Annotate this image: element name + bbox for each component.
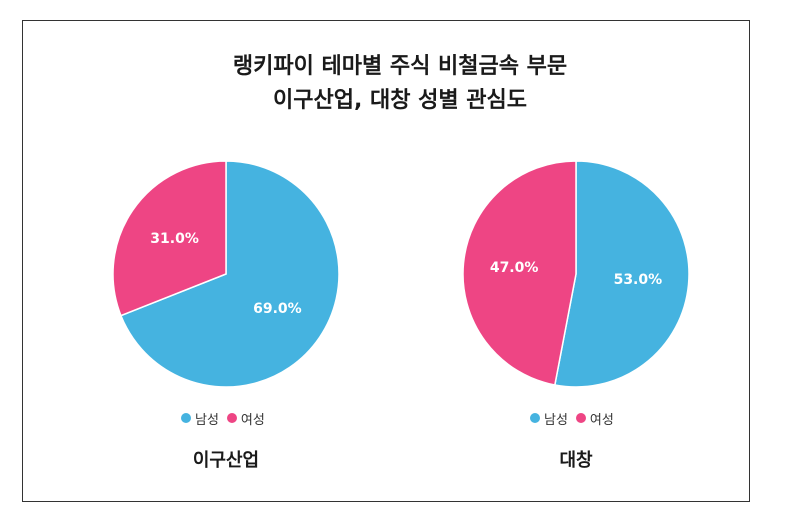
slice-male[interactable] — [553, 160, 690, 388]
legend-item-female[interactable]: 여성 — [226, 409, 265, 428]
legend-label-male: 남성 — [195, 412, 219, 428]
legend-daechang: 남성 여성 — [530, 408, 622, 428]
slice-female-label: 31.0% — [150, 231, 199, 247]
legend-label-female: 여성 — [589, 412, 614, 428]
slice-male-label: 53.0% — [614, 272, 663, 288]
slice-male-label: 69.0% — [253, 301, 302, 317]
legend-label-female: 여성 — [240, 412, 265, 428]
slice-female[interactable] — [112, 160, 227, 317]
slice-female-label: 47.0% — [490, 260, 539, 276]
legend-igu: 남성 여성 — [181, 408, 273, 428]
pie-title-daechang: 대창 — [559, 450, 593, 471]
legend-dot-male — [530, 413, 540, 423]
legend-item-female[interactable]: 여성 — [575, 409, 614, 428]
pie-chart-igu: 69.0% 31.0% — [112, 160, 340, 388]
pie-chart-daechang: 53.0% 47.0% — [462, 160, 690, 388]
legend-label-male: 남성 — [544, 412, 568, 428]
legend-dot-female — [575, 413, 586, 423]
chart-title-line-1: 랭키파이 테마별 주식 비철금속 부문 — [232, 54, 568, 79]
legend-item-male[interactable]: 남성 — [181, 409, 219, 428]
pie-title-igu: 이구산업 — [192, 450, 260, 471]
legend-dot-female — [226, 413, 237, 423]
slice-male[interactable] — [119, 160, 340, 388]
chart-title-line-2: 이구산업, 대창 성별 관심도 — [273, 88, 527, 113]
slice-female[interactable] — [462, 160, 577, 386]
legend-item-male[interactable]: 남성 — [530, 409, 568, 428]
legend-dot-male — [181, 413, 191, 423]
chart-title: 랭키파이 테마별 주식 비철금속 부문 이구산업, 대창 성별 관심도 — [0, 50, 800, 118]
